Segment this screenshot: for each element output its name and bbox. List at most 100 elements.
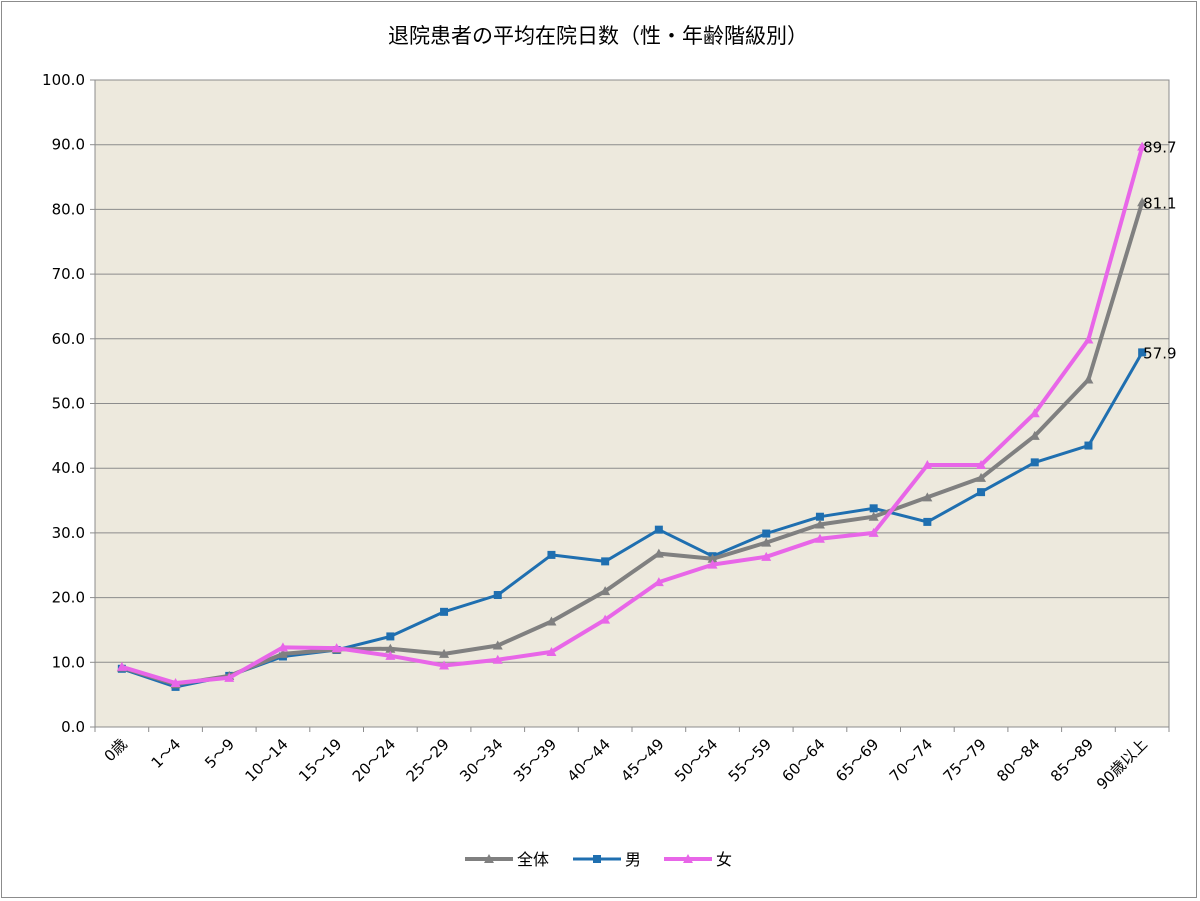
x-tick-label: 80～84: [993, 735, 1043, 785]
data-point: [922, 492, 933, 502]
data-point: [976, 459, 987, 469]
legend-marker: [484, 854, 494, 863]
data-point: [1138, 348, 1147, 357]
data-point: [976, 472, 987, 482]
grid-lines: [95, 144, 1169, 663]
data-point: [1137, 197, 1148, 207]
data-point: [707, 559, 718, 569]
data-point: [439, 660, 450, 670]
data-point: [601, 557, 610, 566]
data-point: [1029, 430, 1040, 440]
legend-label: 男: [625, 850, 641, 869]
data-point: [546, 616, 557, 626]
y-tick-label: 90.0: [52, 136, 85, 154]
x-tick-label: 85～89: [1047, 735, 1097, 785]
data-point: [654, 525, 663, 534]
data-point: [170, 678, 181, 688]
x-tick-label: 10～14: [241, 735, 291, 785]
data-label: 89.7: [1143, 139, 1176, 157]
series-group: [116, 141, 1148, 691]
data-point: [493, 591, 502, 600]
data-point: [1083, 334, 1094, 344]
y-tick-label: 70.0: [52, 265, 85, 283]
y-tick-label: 20.0: [52, 589, 85, 607]
series-女: [116, 141, 1148, 688]
data-point: [547, 550, 556, 559]
x-tick-label: 50～54: [671, 735, 721, 785]
legend-marker: [683, 854, 693, 863]
data-point: [385, 650, 396, 660]
x-tick-label: 20～24: [349, 735, 399, 785]
data-point: [440, 607, 449, 616]
data-point: [1030, 458, 1039, 467]
x-tick-label: 25～29: [403, 735, 453, 785]
data-point: [331, 643, 342, 653]
series-line: [121, 146, 1145, 685]
x-tick-label: 75～79: [940, 735, 990, 785]
y-tick-label: 40.0: [52, 459, 85, 477]
data-label: 81.1: [1143, 194, 1176, 212]
legend: 全体 男 女: [465, 850, 732, 869]
x-tick-label: 15～19: [295, 735, 345, 785]
x-tick-label: 60～64: [778, 735, 828, 785]
legend-marker: [593, 855, 601, 863]
x-tick-label: 90歳以上: [1093, 735, 1151, 793]
data-point: [762, 529, 771, 538]
x-tick-label: 35～39: [510, 735, 560, 785]
data-labels: 89.7 81.1 57.9: [1143, 139, 1176, 363]
x-tick-label: 5～9: [201, 735, 238, 772]
data-point: [1029, 408, 1040, 418]
data-point: [224, 672, 235, 682]
data-point: [1137, 141, 1148, 151]
data-point: [1084, 441, 1093, 450]
data-point: [653, 548, 664, 558]
data-label: 57.9: [1143, 344, 1176, 362]
y-tick-label: 30.0: [52, 524, 85, 542]
data-point: [492, 640, 503, 650]
data-point: [116, 661, 127, 671]
legend-label: 女: [716, 850, 732, 869]
x-tick-label: 55～59: [725, 735, 775, 785]
data-point: [868, 527, 879, 537]
data-point: [814, 519, 825, 529]
data-point: [815, 512, 824, 521]
data-point: [923, 517, 932, 526]
data-point: [761, 537, 772, 547]
data-point: [492, 654, 503, 664]
series-line: [121, 351, 1144, 689]
data-point: [386, 632, 395, 641]
legend-label: 全体: [517, 850, 549, 869]
y-tick-label: 60.0: [52, 330, 85, 348]
x-tick-label: 30～34: [456, 735, 506, 785]
x-axis-ticks: 0歳 1～4 5～9 10～14 15～19 20～24 25～29 30～34 35～39 40…: [94, 727, 1170, 793]
x-tick-label: 65～69: [832, 735, 882, 785]
y-tick-label: 50.0: [52, 395, 85, 413]
data-point: [869, 504, 878, 513]
x-tick-label: 45～49: [617, 735, 667, 785]
data-point: [546, 646, 557, 656]
data-point: [761, 551, 772, 561]
series-line: [121, 201, 1145, 687]
data-point: [814, 533, 825, 543]
x-tick-label: 70～74: [886, 735, 936, 785]
legend-item: 女: [664, 850, 732, 869]
chart-title: 退院患者の平均在院日数（性・年齢階級別）: [388, 24, 808, 48]
y-axis-ticks: 0.0 10.0 20.0 30.0 40.0 50.0 60.0 70.0 80.0 90.0 1…: [42, 71, 95, 736]
y-tick-label: 100.0: [42, 71, 85, 89]
legend-item: 全体: [465, 850, 549, 869]
y-tick-label: 0.0: [61, 718, 85, 736]
data-point: [277, 642, 288, 652]
y-tick-label: 80.0: [52, 200, 85, 218]
x-tick-label: 0歳: [101, 735, 131, 765]
y-tick-label: 10.0: [52, 653, 85, 671]
data-point: [439, 648, 450, 658]
data-point: [600, 586, 611, 596]
data-point: [977, 488, 986, 497]
x-tick-label: 1～4: [148, 735, 185, 772]
data-point: [1083, 374, 1094, 384]
data-point: [922, 459, 933, 469]
data-point: [277, 648, 288, 658]
data-point: [707, 553, 718, 563]
legend-item: 男: [573, 850, 641, 869]
